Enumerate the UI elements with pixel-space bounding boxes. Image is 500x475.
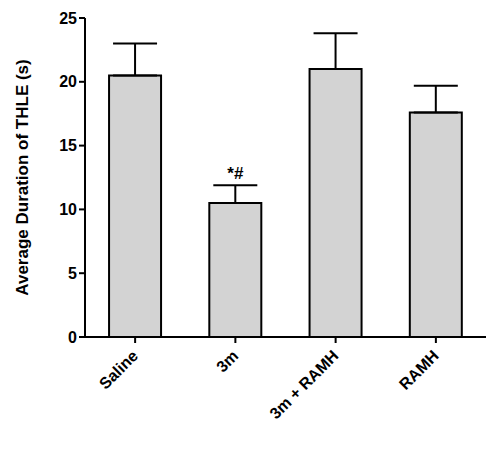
svg-text:3m + RAMH: 3m + RAMH xyxy=(266,347,341,422)
svg-text:0: 0 xyxy=(68,329,77,346)
svg-text:*#: *# xyxy=(227,164,244,183)
svg-text:15: 15 xyxy=(59,137,77,154)
svg-text:RAMH: RAMH xyxy=(396,347,442,393)
svg-text:20: 20 xyxy=(59,73,77,90)
svg-text:3m: 3m xyxy=(213,347,241,375)
svg-text:5: 5 xyxy=(68,265,77,282)
svg-text:Saline: Saline xyxy=(96,347,141,392)
svg-text:Average Duration of THLE (s): Average Duration of THLE (s) xyxy=(13,59,32,295)
svg-text:10: 10 xyxy=(59,201,77,218)
svg-text:25: 25 xyxy=(59,10,77,27)
